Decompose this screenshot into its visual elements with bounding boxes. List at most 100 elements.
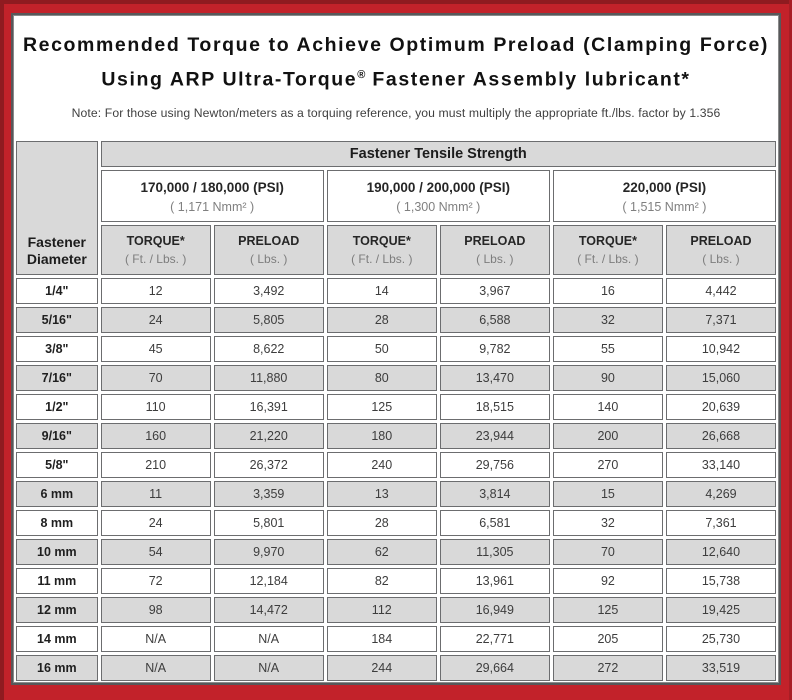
torque-value-cell: 82 — [326, 568, 437, 594]
preload-value-cell: 13,961 — [439, 568, 550, 594]
column-header-units: ( Lbs. ) — [250, 252, 288, 266]
preload-value-cell: 33,140 — [665, 452, 776, 478]
table-row: 1/2" 110 16,391 125 18,515 140 20,639 — [16, 394, 776, 420]
preload-value-cell: 7,361 — [665, 510, 776, 536]
tensile-strength-header: Fastener Tensile Strength — [100, 141, 776, 167]
preload-value-cell: 5,801 — [213, 510, 324, 536]
table-row: 7/16" 70 11,880 80 13,470 90 15,060 — [16, 365, 776, 391]
preload-value-cell: 23,944 — [439, 423, 550, 449]
preload-value-cell: 21,220 — [213, 423, 324, 449]
frame-dark-edge-top — [0, 0, 792, 4]
torque-value-cell: 98 — [100, 597, 211, 623]
corner-header-fastener-diameter: Fastener Diameter — [16, 141, 98, 275]
preload-value-cell: 6,588 — [439, 307, 550, 333]
torque-value-cell: 70 — [552, 539, 663, 565]
torque-value-cell: 16 — [552, 278, 663, 304]
nmm-group-label: ( 1,171 Nmm² ) — [170, 199, 255, 214]
header-row-tensile: Fastener Diameter Fastener Tensile Stren… — [16, 141, 776, 275]
preload-value-cell: 33,519 — [665, 655, 776, 681]
torque-value-cell: 50 — [326, 336, 437, 362]
preload-value-cell: 13,470 — [439, 365, 550, 391]
page-title-line2: Using ARP Ultra-Torque® Fastener Assembl… — [13, 60, 779, 95]
preload-column-header: PRELOAD ( Lbs. ) — [665, 225, 776, 275]
page-title-line1: Recommended Torque to Achieve Optimum Pr… — [22, 34, 770, 56]
preload-value-cell: 22,771 — [439, 626, 550, 652]
preload-value-cell: 3,814 — [439, 481, 550, 507]
preload-value-cell: 15,738 — [665, 568, 776, 594]
column-header-label: PRELOAD — [464, 234, 526, 248]
header-row-psi-groups: 170,000 / 180,000 (PSI) ( 1,171 Nmm² ) 1… — [16, 170, 776, 222]
preload-value-cell: 26,668 — [665, 423, 776, 449]
table-row: 5/16" 24 5,805 28 6,588 32 7,371 — [16, 307, 776, 333]
torque-value-cell: 28 — [326, 510, 437, 536]
torque-value-cell: 72 — [100, 568, 211, 594]
preload-value-cell: 3,359 — [213, 481, 324, 507]
column-header-label: TORQUE* — [578, 234, 637, 248]
torque-value-cell: 15 — [552, 481, 663, 507]
torque-value-cell: 160 — [100, 423, 211, 449]
preload-value-cell: 12,184 — [213, 568, 324, 594]
row-diameter-label: 12 mm — [16, 597, 98, 623]
torque-value-cell: 240 — [326, 452, 437, 478]
table-row: 1/4" 12 3,492 14 3,967 16 4,442 — [16, 278, 776, 304]
torque-value-cell: 210 — [100, 452, 211, 478]
row-diameter-label: 14 mm — [16, 626, 98, 652]
column-header-label: TORQUE* — [352, 234, 411, 248]
frame-dark-edge-left — [0, 0, 4, 700]
frame-dark-edge-right — [789, 0, 792, 700]
torque-value-cell: 24 — [100, 510, 211, 536]
row-diameter-label: 5/8" — [16, 452, 98, 478]
torque-spec-table: Fastener Diameter Fastener Tensile Stren… — [13, 138, 779, 684]
torque-value-cell: 140 — [552, 394, 663, 420]
psi-group-label: 190,000 / 200,000 (PSI) — [366, 179, 510, 195]
torque-value-cell: 184 — [326, 626, 437, 652]
table-row: 6 mm 11 3,359 13 3,814 15 4,269 — [16, 481, 776, 507]
preload-value-cell: 6,581 — [439, 510, 550, 536]
preload-column-header: PRELOAD ( Lbs. ) — [439, 225, 550, 275]
preload-value-cell: 3,967 — [439, 278, 550, 304]
preload-value-cell: 29,664 — [439, 655, 550, 681]
table-row: 9/16" 160 21,220 180 23,944 200 26,668 — [16, 423, 776, 449]
table-row: 12 mm 98 14,472 112 16,949 125 19,425 — [16, 597, 776, 623]
preload-value-cell: 26,372 — [213, 452, 324, 478]
preload-value-cell: N/A — [213, 655, 324, 681]
torque-value-cell: 110 — [100, 394, 211, 420]
torque-value-cell: 45 — [100, 336, 211, 362]
preload-value-cell: 29,756 — [439, 452, 550, 478]
table-row: 3/8" 45 8,622 50 9,782 55 10,942 — [16, 336, 776, 362]
title-line2-post: Fastener Assembly lubricant* — [365, 68, 691, 91]
row-diameter-label: 1/4" — [16, 278, 98, 304]
preload-value-cell: 10,942 — [665, 336, 776, 362]
torque-column-header: TORQUE* ( Ft. / Lbs. ) — [552, 225, 663, 275]
torque-value-cell: 32 — [552, 307, 663, 333]
table-row: 5/8" 210 26,372 240 29,756 270 33,140 — [16, 452, 776, 478]
column-header-label: PRELOAD — [238, 234, 300, 248]
nmm-group-label: ( 1,515 Nmm² ) — [622, 199, 707, 214]
preload-value-cell: 15,060 — [665, 365, 776, 391]
preload-value-cell: 8,622 — [213, 336, 324, 362]
table-row: 11 mm 72 12,184 82 13,961 92 15,738 — [16, 568, 776, 594]
row-diameter-label: 7/16" — [16, 365, 98, 391]
torque-value-cell: 62 — [326, 539, 437, 565]
row-diameter-label: 8 mm — [16, 510, 98, 536]
preload-value-cell: 16,391 — [213, 394, 324, 420]
column-header-units: ( Ft. / Lbs. ) — [351, 252, 413, 266]
row-diameter-label: 11 mm — [16, 568, 98, 594]
torque-value-cell: 205 — [552, 626, 663, 652]
preload-value-cell: 14,472 — [213, 597, 324, 623]
torque-value-cell: 92 — [552, 568, 663, 594]
row-diameter-label: 10 mm — [16, 539, 98, 565]
torque-column-header: TORQUE* ( Ft. / Lbs. ) — [100, 225, 211, 275]
psi-group-label: 170,000 / 180,000 (PSI) — [140, 179, 284, 195]
preload-value-cell: N/A — [213, 626, 324, 652]
preload-value-cell: 5,805 — [213, 307, 324, 333]
torque-value-cell: 272 — [552, 655, 663, 681]
row-diameter-label: 9/16" — [16, 423, 98, 449]
column-header-units: ( Lbs. ) — [476, 252, 514, 266]
torque-value-cell: 11 — [100, 481, 211, 507]
column-header-units: ( Ft. / Lbs. ) — [577, 252, 639, 266]
table-row: 16 mm N/A N/A 244 29,664 272 33,519 — [16, 655, 776, 681]
preload-value-cell: 16,949 — [439, 597, 550, 623]
torque-value-cell: 55 — [552, 336, 663, 362]
column-header-units: ( Ft. / Lbs. ) — [124, 252, 187, 266]
